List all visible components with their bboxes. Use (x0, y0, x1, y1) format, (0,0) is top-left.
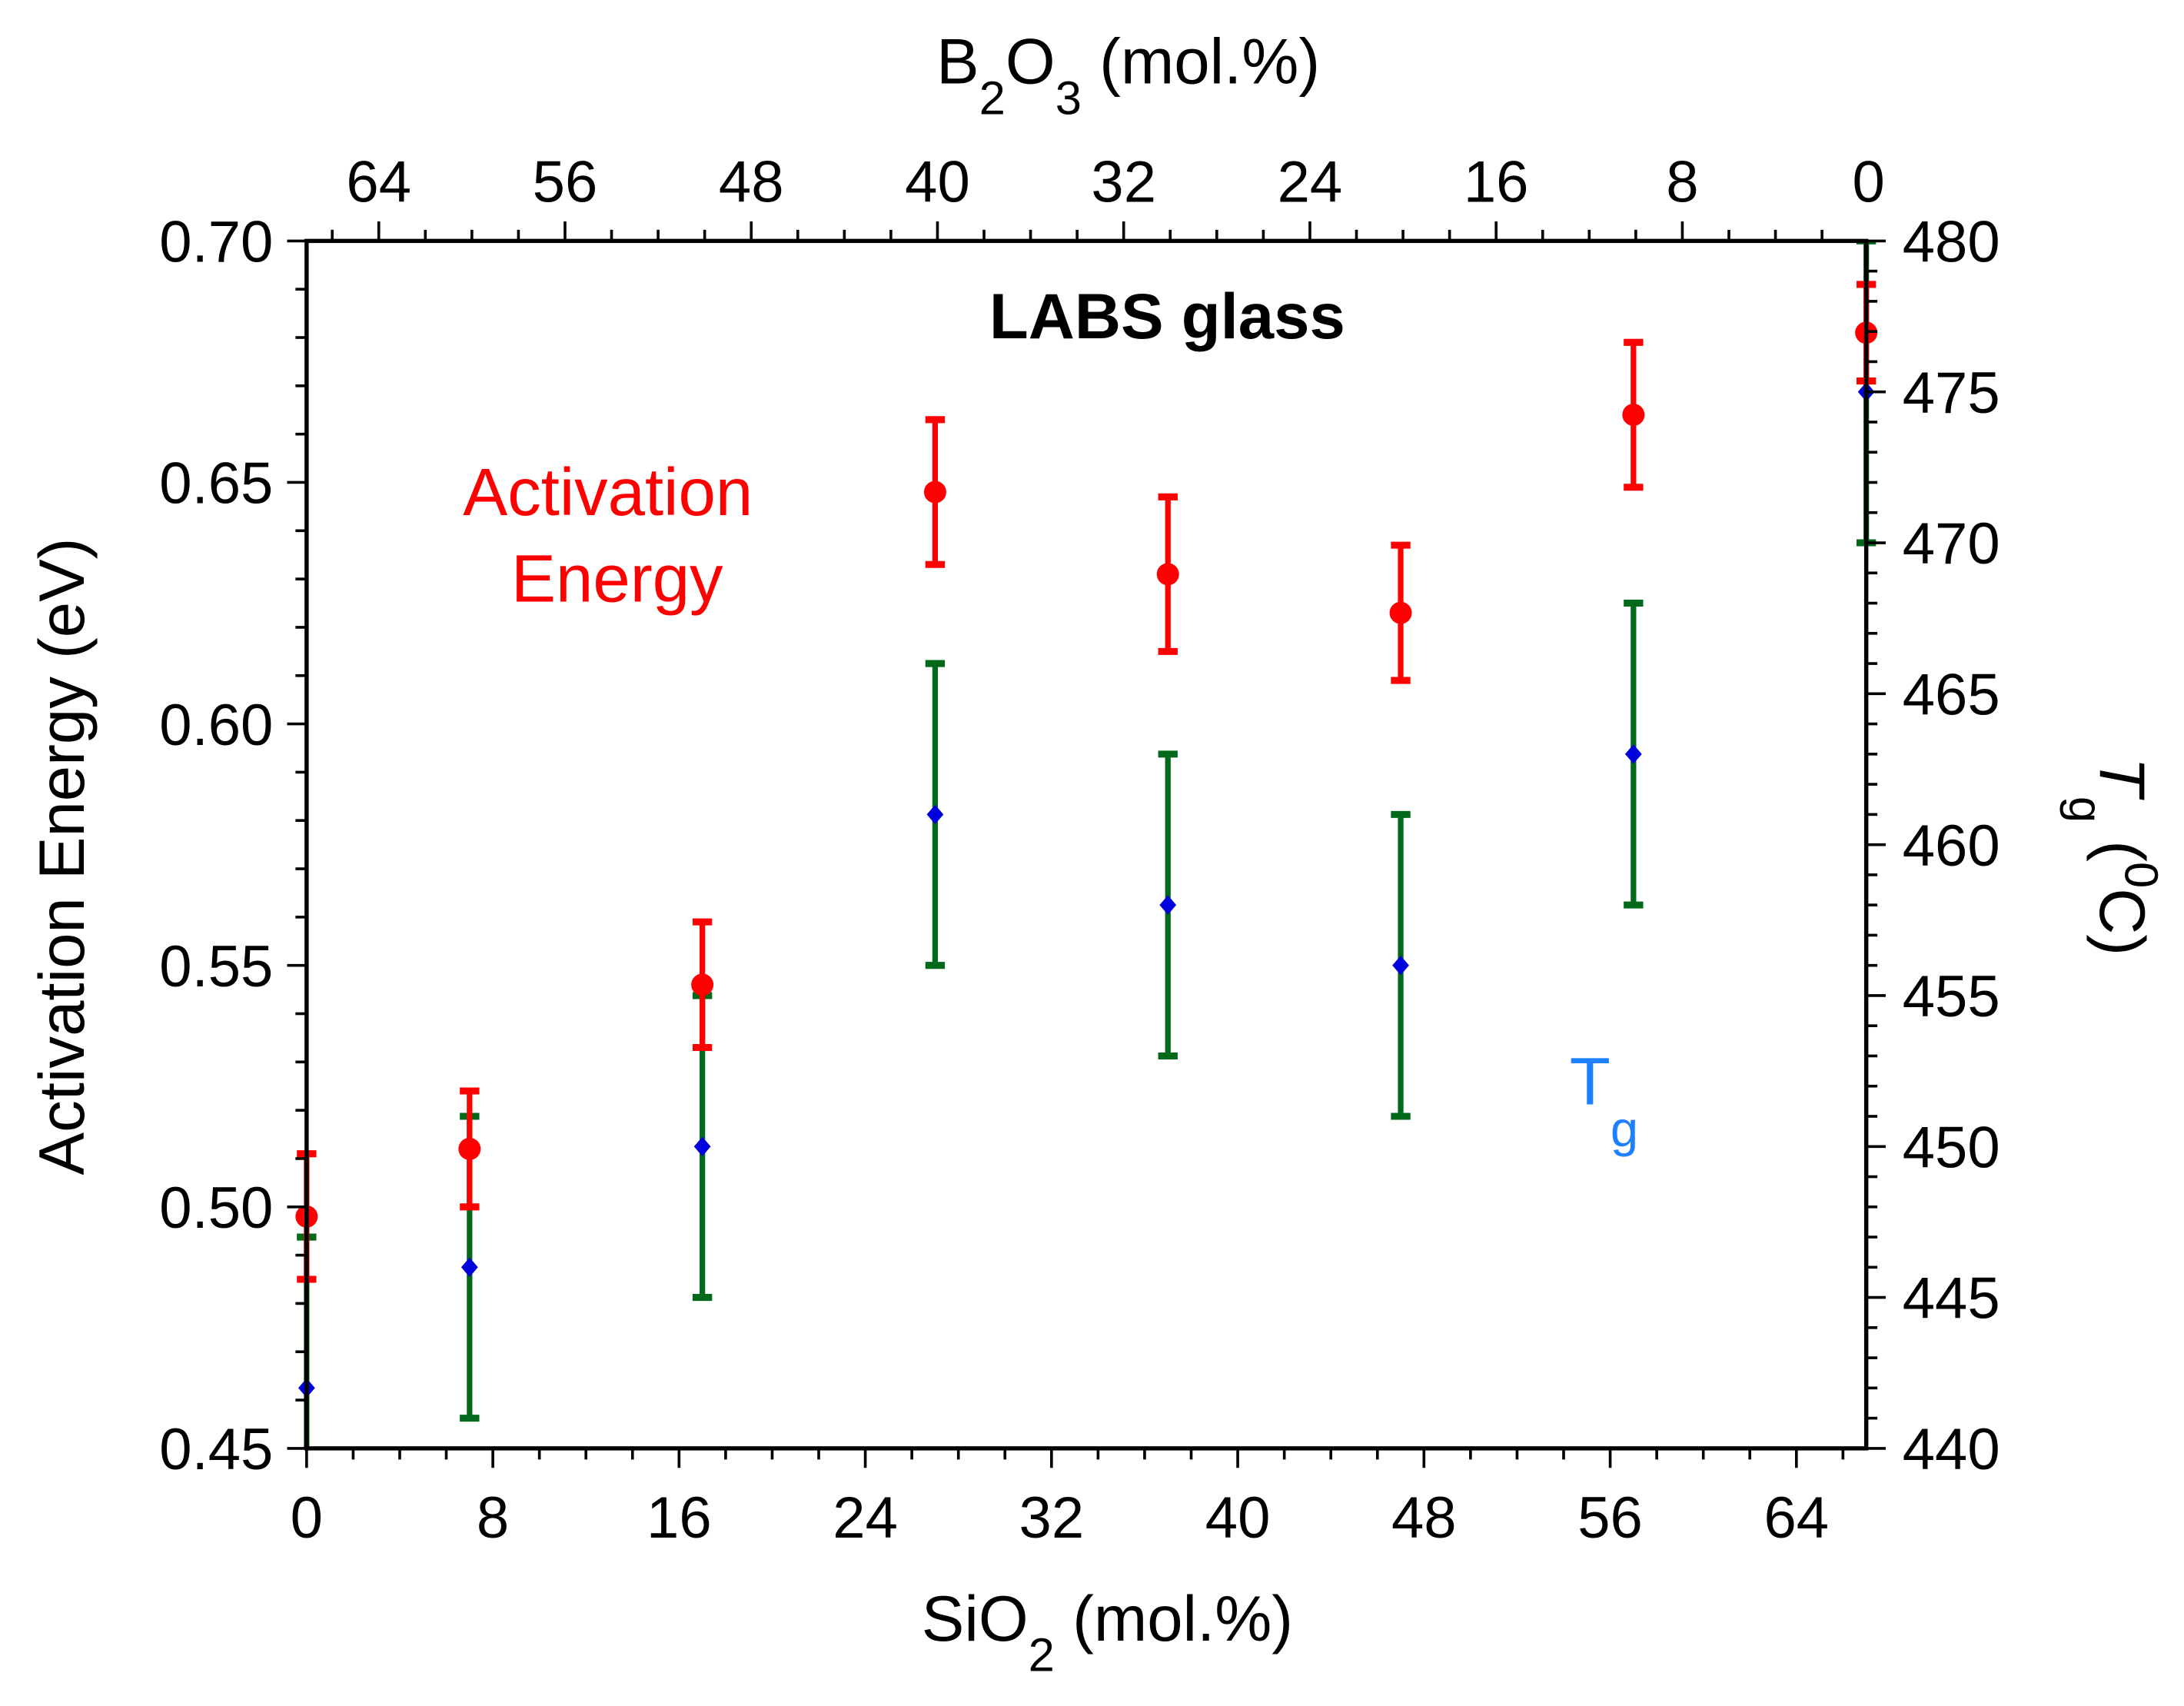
y2-label-sub: g (2059, 796, 2112, 823)
top-x-tick-label: 40 (905, 150, 970, 215)
y-tick-label: 0.65 (159, 451, 273, 517)
ae-data-point (1622, 404, 1645, 427)
tg-data-point (693, 1136, 711, 1156)
y2-tick-label: 440 (1903, 1417, 2000, 1482)
axis-ticks: 0 8 16 24 32 40 48 56 64 64 56 48 40 32 24 16 8 0 0.45 0.50… (159, 150, 2000, 1551)
ae-data-point (923, 481, 946, 504)
y-tick-label: 0.70 (159, 210, 273, 275)
top-x-axis-label: B2O3 (mol.%) (936, 26, 1320, 125)
y-tick-label: 0.55 (159, 934, 273, 999)
ae-data-point (1156, 563, 1179, 586)
y2-label-t: T (2086, 757, 2158, 800)
top-x-tick-label: 24 (1278, 150, 1343, 215)
x-tick-label: 8 (477, 1485, 509, 1551)
top-x-tick-label: 32 (1091, 150, 1156, 215)
top-label-b: B (936, 26, 979, 98)
x-tick-label: 0 (291, 1485, 323, 1551)
y2-tick-label: 470 (1903, 511, 2000, 577)
annotation-line2: Energy (511, 542, 723, 617)
top-label-o: O (1006, 26, 1055, 98)
y-tick-label: 0.50 (159, 1176, 273, 1241)
top-label-suffix: (mol.%) (1082, 26, 1320, 98)
annotation-tg-main: T (1570, 1044, 1611, 1119)
y2-tick-label: 460 (1903, 813, 2000, 879)
tg-data-point (1392, 956, 1409, 976)
x-tick-label: 48 (1391, 1485, 1457, 1551)
x-tick-label: 24 (833, 1485, 898, 1551)
y2-tick-label: 480 (1903, 210, 2000, 275)
x-label-sub: 2 (1029, 1629, 1055, 1682)
y2-axis-label: Tg (0C) (2059, 757, 2167, 956)
tg-data-point (1624, 744, 1642, 764)
x-tick-label: 32 (1019, 1485, 1085, 1551)
x-tick-label: 40 (1205, 1485, 1271, 1551)
y2-tick-label: 465 (1903, 662, 2000, 727)
x-label-suffix: (mol.%) (1055, 1583, 1293, 1654)
ae-data-point (1389, 601, 1412, 624)
y2-label-sup: 0 (2115, 862, 2168, 888)
data-marks (295, 241, 1878, 1448)
y-tick-label: 0.60 (159, 693, 273, 758)
top-x-tick-label: 48 (719, 150, 784, 215)
ae-data-point (691, 973, 714, 996)
top-x-tick-label: 56 (533, 150, 598, 215)
chart-title: LABS glass (989, 281, 1345, 352)
tg-data-point (1159, 895, 1177, 915)
annotation-line1: Activation (463, 455, 753, 530)
top-label-sub2: 3 (1055, 72, 1082, 125)
y2-label-paren: ( (2086, 823, 2158, 862)
top-label-sub1: 2 (979, 72, 1006, 125)
top-x-tick-label: 16 (1464, 150, 1529, 215)
series-group (295, 241, 1878, 1448)
top-x-tick-label: 0 (1853, 150, 1885, 215)
annotation-tg: Tg (1570, 1044, 1638, 1156)
annotation-activation-energy: Activation Energy (463, 455, 771, 616)
x-tick-label: 16 (647, 1485, 712, 1551)
y2-tick-label: 455 (1903, 964, 2000, 1029)
x-axis-label: SiO2 (mol.%) (922, 1583, 1293, 1682)
tg-data-point (460, 1257, 478, 1277)
x-label-main: SiO (922, 1583, 1029, 1654)
y-tick-label: 0.45 (159, 1417, 273, 1482)
y2-label-end: C) (2086, 888, 2158, 956)
tg-data-point (926, 804, 944, 825)
x-tick-label: 64 (1764, 1485, 1830, 1551)
annotation-tg-sub: g (1611, 1101, 1638, 1157)
top-x-tick-label: 64 (346, 150, 411, 215)
y2-tick-label: 445 (1903, 1266, 2000, 1332)
top-x-tick-label: 8 (1666, 150, 1698, 215)
ae-data-point (458, 1137, 481, 1160)
y-axis-label: Activation Energy (eV) (26, 538, 98, 1176)
x-tick-label: 56 (1577, 1485, 1643, 1551)
y2-tick-label: 450 (1903, 1115, 2000, 1180)
y2-tick-label: 475 (1903, 361, 2000, 426)
